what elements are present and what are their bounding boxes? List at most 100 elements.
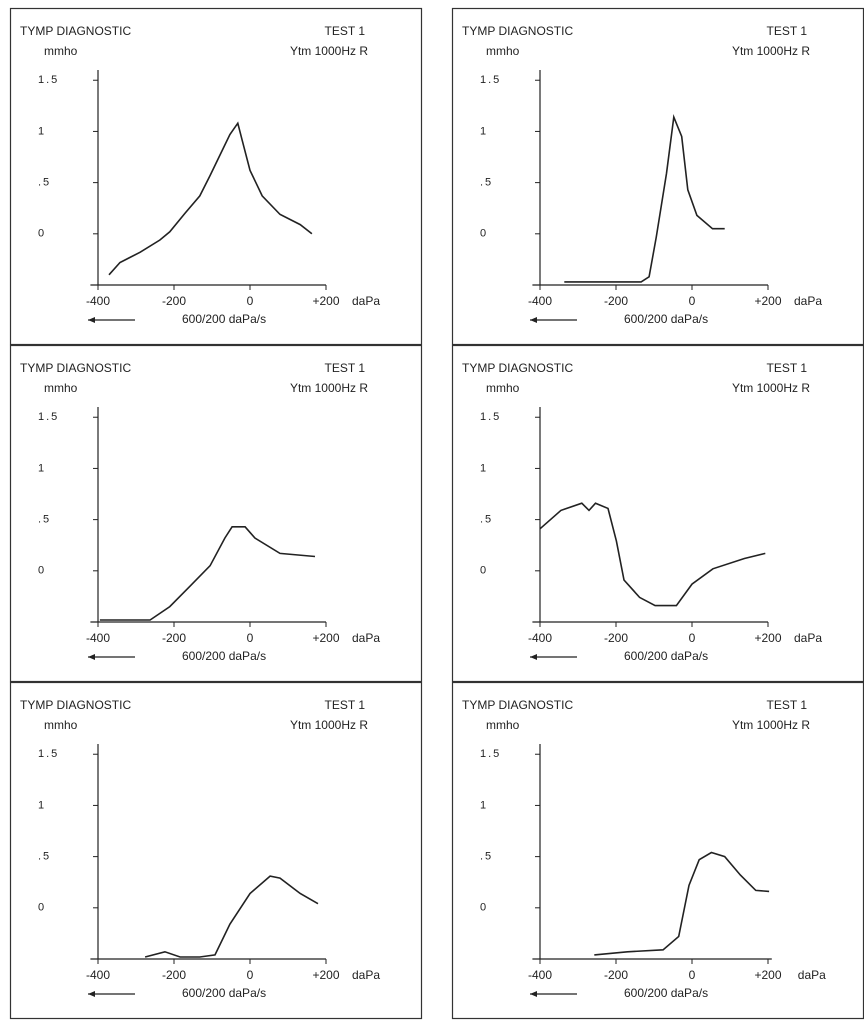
measure-label: Ytm 1000Hz R [732,718,810,732]
y-axis-label: mmho [44,381,78,395]
y-tick-label: .5 [38,514,51,526]
y-tick-label: .5 [38,851,51,863]
y-axis-label: mmho [44,44,78,58]
rate-label: 600/200 daPa/s [624,312,708,326]
x-tick-label: +200 [312,631,339,645]
panel-border [9,7,423,346]
chart-panel: TYMP DIAGNOSTIC TEST 1 mmho Ytm 1000Hz R 0 .5… [451,344,864,683]
x-unit-label: daPa [352,294,380,308]
measure-label: Ytm 1000Hz R [290,718,368,732]
scan-arrowhead [530,654,537,660]
x-tick-label: +200 [754,631,781,645]
y-tick-label: .5 [480,177,493,189]
scan-arrowhead [530,991,537,997]
chart-panel: TYMP DIAGNOSTIC TEST 1 mmho Ytm 1000Hz R 0 .5… [9,7,423,346]
x-unit-label: daPa [352,631,380,645]
panel-border [9,344,423,683]
x-tick-label: +200 [312,968,339,982]
tympanogram-curve [144,875,319,958]
x-unit-label: daPa [794,294,822,308]
chart-panel: TYMP DIAGNOSTIC TEST 1 mmho Ytm 1000Hz R 0 .5… [451,681,864,1020]
y-tick-label: 0 [38,228,46,240]
y-tick-label: 1.5 [38,411,59,423]
test-label: TEST 1 [767,698,808,712]
scan-arrowhead [88,317,95,323]
x-tick-label: 0 [247,294,254,308]
chart-title: TYMP DIAGNOSTIC [462,24,573,38]
x-tick-label: +200 [754,968,781,982]
test-label: TEST 1 [325,361,366,375]
y-tick-label: 1 [480,125,488,137]
x-tick-label: -200 [162,968,186,982]
test-label: TEST 1 [325,24,366,38]
tympanogram-curve [108,121,313,276]
x-tick-label: 0 [247,968,254,982]
x-unit-label: daPa [794,631,822,645]
x-tick-label: -400 [528,631,552,645]
tympanogram-curve [539,502,766,607]
measure-label: Ytm 1000Hz R [290,381,368,395]
measure-label: Ytm 1000Hz R [732,381,810,395]
y-tick-label: .5 [480,851,493,863]
y-axis-label: mmho [44,718,78,732]
x-unit-label: daPa [798,968,826,982]
tympanogram-curve [99,526,316,621]
x-unit-label: daPa [352,968,380,982]
y-tick-label: .5 [38,177,51,189]
chart-title: TYMP DIAGNOSTIC [20,698,131,712]
chart-panel: TYMP DIAGNOSTIC TEST 1 mmho Ytm 1000Hz R 0 .5… [9,344,423,683]
scan-arrowhead [530,317,537,323]
y-axis-label: mmho [486,718,520,732]
y-axis-label: mmho [486,44,520,58]
x-tick-label: -200 [604,294,628,308]
test-label: TEST 1 [325,698,366,712]
test-label: TEST 1 [767,24,808,38]
x-tick-label: 0 [689,294,696,308]
rate-label: 600/200 daPa/s [624,649,708,663]
x-tick-label: 0 [689,631,696,645]
y-tick-label: 0 [480,902,488,914]
x-tick-label: -400 [86,631,110,645]
y-tick-label: 1.5 [480,411,501,423]
scan-arrowhead [88,991,95,997]
y-tick-label: .5 [480,514,493,526]
x-tick-label: -400 [528,968,552,982]
chart-title: TYMP DIAGNOSTIC [20,361,131,375]
y-tick-label: 1.5 [480,748,501,760]
y-tick-label: 1 [38,462,46,474]
y-tick-label: 1.5 [480,74,501,86]
panel-border [9,681,423,1020]
x-tick-label: +200 [312,294,339,308]
scan-arrowhead [88,654,95,660]
x-tick-label: -200 [604,631,628,645]
y-axis-label: mmho [486,381,520,395]
y-tick-label: 0 [480,565,488,577]
x-tick-label: -400 [528,294,552,308]
x-tick-label: +200 [754,294,781,308]
x-tick-label: -200 [162,631,186,645]
x-tick-label: -200 [162,294,186,308]
rate-label: 600/200 daPa/s [182,312,266,326]
rate-label: 600/200 daPa/s [624,986,708,1000]
x-tick-label: -400 [86,968,110,982]
chart-title: TYMP DIAGNOSTIC [462,698,573,712]
chart-title: TYMP DIAGNOSTIC [462,361,573,375]
y-tick-label: 1 [480,799,488,811]
y-tick-label: 0 [480,228,488,240]
rate-label: 600/200 daPa/s [182,986,266,1000]
x-tick-label: 0 [689,968,696,982]
chart-title: TYMP DIAGNOSTIC [20,24,131,38]
x-tick-label: 0 [247,631,254,645]
y-tick-label: 1.5 [38,74,59,86]
chart-panel: TYMP DIAGNOSTIC TEST 1 mmho Ytm 1000Hz R 0 .5… [9,681,423,1020]
y-tick-label: 0 [38,565,46,577]
y-tick-label: 1.5 [38,748,59,760]
x-tick-label: -400 [86,294,110,308]
y-tick-label: 0 [38,902,46,914]
rate-label: 600/200 daPa/s [182,649,266,663]
tympanogram-curve [564,113,725,283]
test-label: TEST 1 [767,361,808,375]
y-tick-label: 1 [480,462,488,474]
x-tick-label: -200 [604,968,628,982]
